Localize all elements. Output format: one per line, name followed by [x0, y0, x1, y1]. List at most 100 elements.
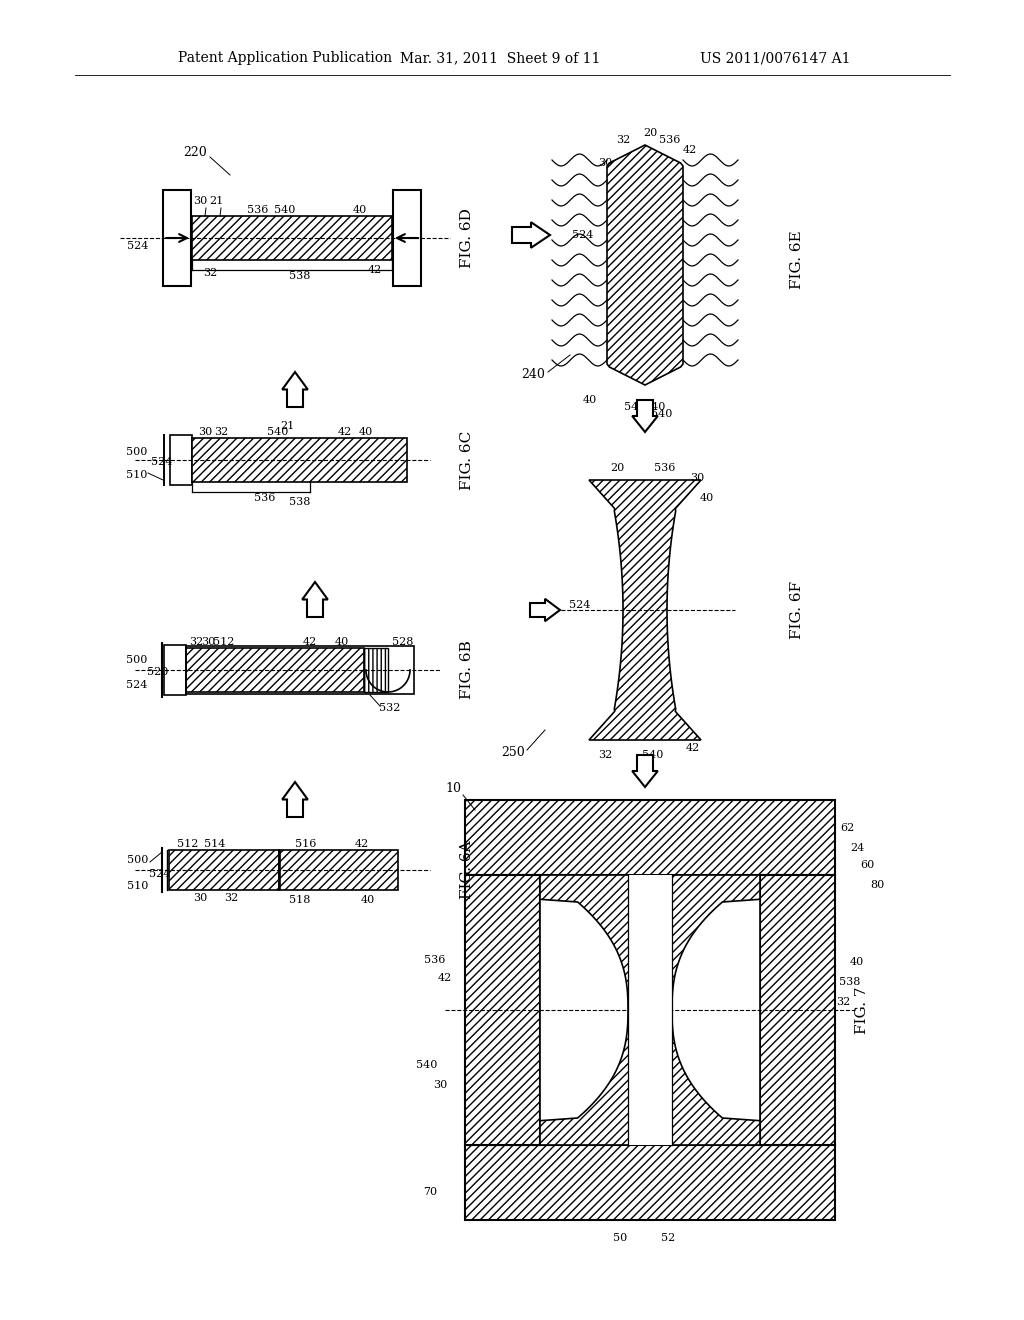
- Text: 20: 20: [610, 463, 624, 473]
- Text: 524: 524: [127, 242, 148, 251]
- Polygon shape: [302, 582, 328, 616]
- Bar: [170, 436, 193, 484]
- Polygon shape: [530, 599, 560, 622]
- Text: 510: 510: [126, 470, 147, 480]
- Text: FIG. 6E: FIG. 6E: [790, 231, 804, 289]
- Text: 50: 50: [613, 1233, 627, 1243]
- Text: 500: 500: [126, 655, 147, 665]
- Text: 532: 532: [379, 704, 400, 713]
- Polygon shape: [632, 755, 657, 787]
- Text: 540: 540: [651, 409, 673, 418]
- Text: 524: 524: [569, 601, 591, 610]
- Text: US 2011/0076147 A1: US 2011/0076147 A1: [700, 51, 851, 65]
- Bar: [186, 645, 414, 694]
- Text: 80: 80: [869, 880, 884, 890]
- Text: 536: 536: [659, 135, 681, 145]
- Text: 40: 40: [699, 492, 714, 503]
- Text: 21: 21: [209, 195, 223, 206]
- Text: 52: 52: [660, 1233, 675, 1243]
- Text: 42: 42: [355, 840, 369, 849]
- Text: 518: 518: [290, 895, 310, 906]
- Text: 250: 250: [502, 746, 525, 759]
- Bar: [540, 875, 760, 1144]
- Text: 516: 516: [295, 840, 316, 849]
- Text: 62: 62: [840, 822, 854, 833]
- Text: 60: 60: [860, 861, 874, 870]
- Bar: [465, 1144, 835, 1220]
- Text: 30: 30: [598, 158, 612, 168]
- Bar: [163, 190, 191, 286]
- Bar: [280, 850, 398, 890]
- Text: 32: 32: [615, 135, 630, 145]
- Bar: [465, 875, 540, 1144]
- Polygon shape: [607, 145, 683, 385]
- Text: 220: 220: [183, 145, 207, 158]
- Text: 510: 510: [127, 880, 148, 891]
- Text: 540: 540: [625, 403, 646, 412]
- Text: 42: 42: [686, 743, 700, 752]
- Text: 524: 524: [126, 680, 147, 690]
- Polygon shape: [283, 781, 308, 817]
- Text: 536: 536: [424, 954, 445, 965]
- Text: 540: 540: [644, 403, 666, 412]
- Text: 32: 32: [203, 268, 217, 279]
- Text: 540: 540: [267, 426, 289, 437]
- Polygon shape: [540, 875, 760, 1144]
- Bar: [169, 850, 279, 890]
- Text: 70: 70: [423, 1187, 437, 1197]
- Text: 40: 40: [850, 957, 864, 968]
- Text: 32: 32: [188, 638, 203, 647]
- Polygon shape: [512, 222, 550, 248]
- Text: FIG. 6C: FIG. 6C: [460, 430, 474, 490]
- Text: 20: 20: [643, 128, 657, 139]
- Bar: [465, 800, 835, 875]
- Text: 40: 40: [583, 395, 597, 405]
- Text: 24: 24: [850, 843, 864, 853]
- Text: 42: 42: [683, 145, 697, 154]
- Text: 30: 30: [433, 1080, 447, 1090]
- Bar: [364, 648, 388, 692]
- Text: FIG. 6A: FIG. 6A: [460, 841, 474, 899]
- Text: 514: 514: [205, 840, 225, 849]
- Polygon shape: [632, 400, 657, 432]
- Text: 21: 21: [280, 421, 294, 432]
- Text: 540: 540: [274, 205, 296, 215]
- Text: 524: 524: [150, 869, 171, 879]
- Text: 10: 10: [445, 781, 461, 795]
- Text: 538: 538: [290, 271, 310, 281]
- Text: 30: 30: [193, 894, 207, 903]
- Text: 42: 42: [338, 426, 352, 437]
- Text: FIG. 6F: FIG. 6F: [790, 581, 804, 639]
- Text: 520: 520: [147, 667, 169, 677]
- Text: 538: 538: [290, 498, 310, 507]
- Text: 30: 30: [201, 638, 215, 647]
- Text: 536: 536: [248, 205, 268, 215]
- Text: FIG. 6B: FIG. 6B: [460, 640, 474, 700]
- Text: 40: 40: [335, 638, 349, 647]
- Text: 240: 240: [521, 368, 545, 381]
- Bar: [760, 875, 835, 1144]
- Text: 538: 538: [840, 977, 861, 987]
- Polygon shape: [283, 372, 308, 407]
- Bar: [393, 190, 421, 286]
- Bar: [164, 645, 186, 696]
- Text: 540: 540: [642, 750, 664, 760]
- Text: 42: 42: [303, 638, 317, 647]
- Text: 30: 30: [193, 195, 207, 206]
- Text: 30: 30: [690, 473, 705, 483]
- Text: 32: 32: [598, 750, 612, 760]
- Text: 536: 536: [254, 492, 275, 503]
- Text: FIG. 6D: FIG. 6D: [460, 209, 474, 268]
- Text: 32: 32: [836, 997, 850, 1007]
- Bar: [193, 216, 392, 260]
- Text: 536: 536: [654, 463, 676, 473]
- Text: FIG. 7: FIG. 7: [855, 986, 869, 1034]
- Bar: [193, 438, 407, 482]
- Text: 512: 512: [177, 840, 199, 849]
- Text: 500: 500: [127, 855, 148, 865]
- Bar: [628, 875, 672, 1144]
- Text: Patent Application Publication: Patent Application Publication: [178, 51, 392, 65]
- Text: 528: 528: [392, 638, 414, 647]
- Text: 540: 540: [417, 1060, 437, 1071]
- Text: 524: 524: [152, 457, 173, 467]
